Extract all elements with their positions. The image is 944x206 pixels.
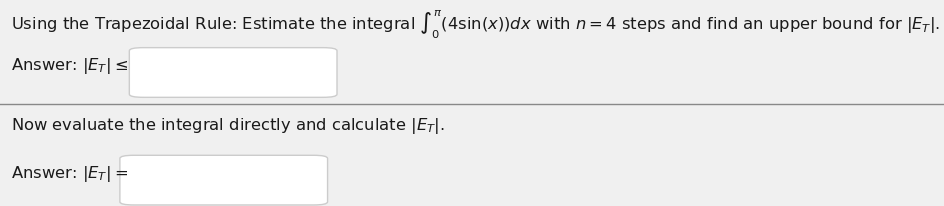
FancyBboxPatch shape [120,156,328,205]
Text: Answer: $|E_T| \leq$: Answer: $|E_T| \leq$ [11,56,128,76]
Text: Using the Trapezoidal Rule: Estimate the integral $\int_0^{\pi}(4\sin(x))dx$ wit: Using the Trapezoidal Rule: Estimate the… [11,8,940,40]
Text: Now evaluate the integral directly and calculate $|E_T|$.: Now evaluate the integral directly and c… [11,115,446,135]
FancyBboxPatch shape [129,48,337,98]
Text: Answer: $|E_T| =$: Answer: $|E_T| =$ [11,163,128,183]
